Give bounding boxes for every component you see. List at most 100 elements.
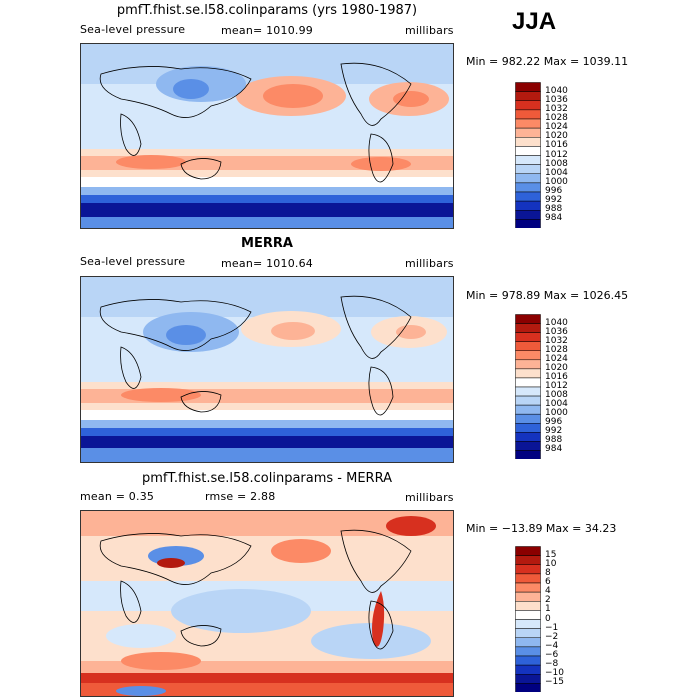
colorbar-tick-label: 984 [545,444,563,455]
colorbar-tick-label: 1032 [545,103,568,114]
colorbar-box [515,118,541,129]
colorbar-box [515,82,541,92]
colorbar-tick-label: 1016 [545,140,568,151]
colorbar-tick-label: 2 [545,595,551,606]
colorbar-tick-label: 1008 [545,390,568,401]
panel2-units-label: millibars [405,257,454,270]
colorbar-tick-label: 15 [545,549,557,560]
colorbar-box [515,619,541,629]
panel1-map [80,43,454,229]
colorbar-tick-label: 1024 [545,353,568,364]
panel3-title: pmfT.fhist.se.l58.colinparams - MERRA [142,471,392,486]
colorbar-box [515,664,541,675]
colorbar-box [515,423,541,433]
colorbar-tick-label: 992 [545,426,563,437]
colorbar-box [515,377,541,388]
colorbar-box [515,91,541,101]
season-label: JJA [512,8,557,35]
colorbar-box [515,628,541,638]
colorbar-box [515,546,541,556]
panel3-rmse-label: rmse = 2.88 [205,490,276,503]
colorbar-tick-label: 6 [545,577,551,587]
colorbar-tick-label: 1000 [545,408,568,419]
colorbar-box [515,564,541,575]
colorbar-box [515,109,541,120]
colorbar-box [515,164,541,174]
colorbar-tick-label: 1 [545,604,551,615]
colorbar-tick-label: −6 [545,650,559,660]
colorbar-box [515,601,541,611]
colorbar-box [515,127,541,138]
colorbar-tick-label: 984 [545,213,563,224]
colorbar-box [515,332,541,342]
colorbar-box [515,674,541,684]
panel2-variable-label: Sea-level pressure [80,255,186,268]
colorbar-box [515,655,541,666]
colorbar-tick-label: 1020 [545,131,568,142]
colorbar-box [515,200,541,211]
colorbar-tick-label: 1016 [545,371,568,382]
panel2-colorbar [515,314,541,459]
colorbar-box [515,395,541,406]
panel1-units-label: millibars [405,24,454,37]
colorbar-tick-label: 1012 [545,381,568,391]
panel1-mean-label: mean= 1010.99 [221,24,313,37]
colorbar-box [515,450,541,459]
colorbar-box [515,555,541,565]
colorbar-box [515,386,541,397]
colorbar-box [515,591,541,602]
panel1-variable-label: Sea-level pressure [80,23,186,36]
colorbar-box [515,441,541,451]
colorbar-tick-label: 1036 [545,94,568,105]
colorbar-box [515,323,541,333]
colorbar-box [515,219,541,228]
panel2-minmax: Min = 978.89 Max = 1026.45 [466,289,629,302]
colorbar-tick-label: −10 [545,668,564,679]
panel3-colorbar [515,546,541,692]
colorbar-tick-label: 1040 [545,317,568,328]
colorbar-box [515,146,541,156]
colorbar-tick-label: −15 [545,677,564,688]
colorbar-tick-label: 1036 [545,326,568,337]
colorbar-box [515,100,541,111]
colorbar-tick-label: 1032 [545,335,568,346]
panel2-title: MERRA [241,236,293,251]
colorbar-tick-label: 1004 [545,167,568,178]
colorbar-tick-label: −4 [545,640,559,651]
colorbar-box [515,413,541,424]
colorbar-tick-label: −2 [545,631,559,642]
panel3-map [80,510,454,697]
colorbar-box [515,359,541,370]
colorbar-tick-label: 1020 [545,362,568,373]
panel1-title: pmfT.fhist.se.l58.colinparams (yrs 1980-… [116,3,418,18]
colorbar-tick-label: 0 [545,613,551,624]
colorbar-box [515,173,541,184]
colorbar-box [515,404,541,415]
colorbar-box [515,350,541,361]
colorbar-box [515,191,541,202]
colorbar-tick-label: −1 [545,622,559,633]
panel2-map [80,276,454,463]
colorbar-tick-label: 1004 [545,399,568,410]
colorbar-tick-label: 988 [545,204,563,215]
panel3-mean-label: mean = 0.35 [80,490,155,503]
panel1-colorbar [515,82,541,228]
colorbar-box [515,368,541,379]
colorbar-tick-label: 1024 [545,122,568,133]
panel2-mean-label: mean= 1010.64 [221,257,313,270]
colorbar-tick-label: 4 [545,586,551,597]
panel3-units-label: millibars [405,491,454,504]
colorbar-tick-label: 1008 [545,158,568,169]
colorbar-tick-label: 8 [545,567,551,578]
panel1-minmax: Min = 982.22 Max = 1039.11 [466,55,629,68]
colorbar-box [515,610,541,620]
colorbar-tick-label: 1040 [545,85,568,96]
colorbar-tick-label: 10 [545,558,557,569]
colorbar-tick-label: 992 [545,195,563,206]
colorbar-box [515,582,541,593]
colorbar-tick-label: 1000 [545,176,568,187]
colorbar-box [515,182,541,193]
colorbar-box [515,341,541,351]
colorbar-box [515,155,541,165]
colorbar-box [515,646,541,657]
